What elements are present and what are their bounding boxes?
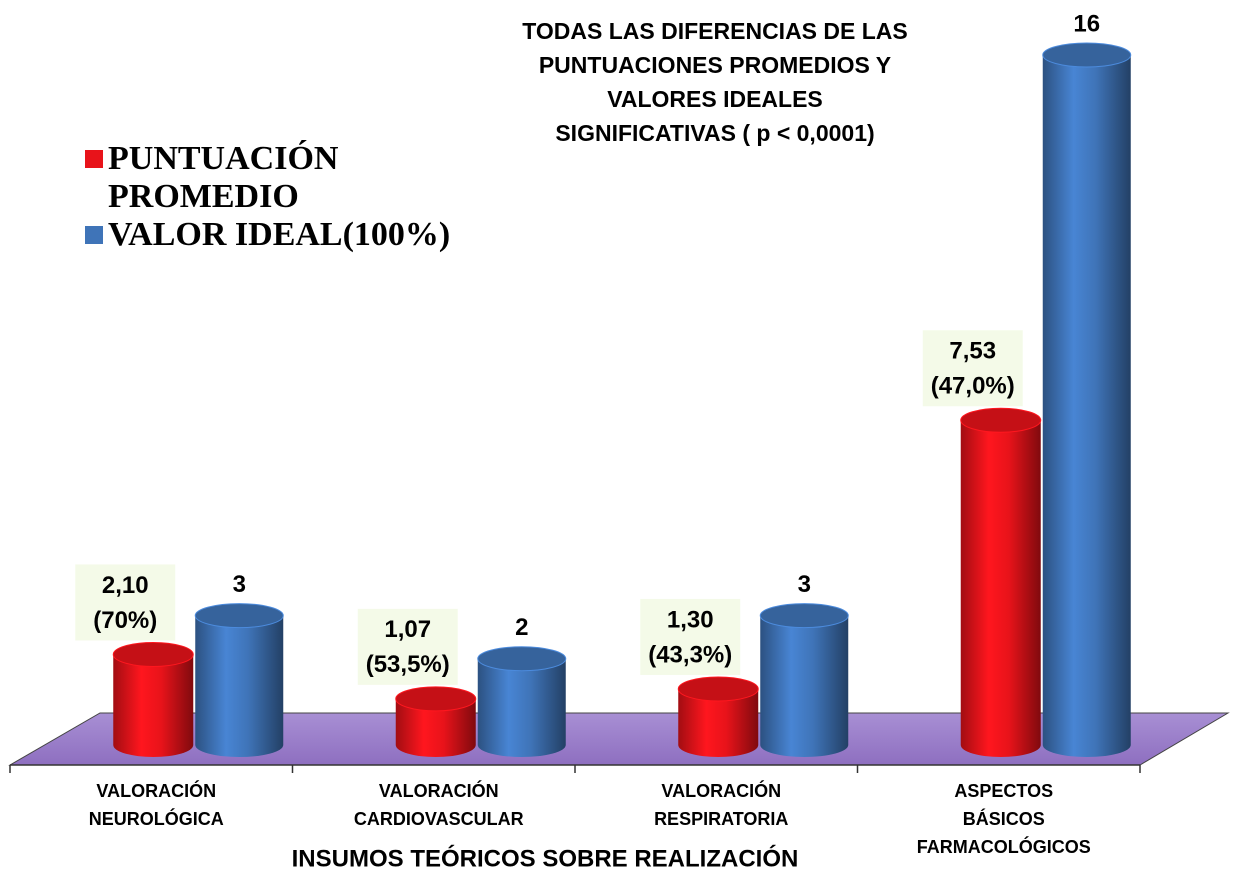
value-label: 1,30 xyxy=(667,606,714,633)
x-tick-label: VALORACIÓN xyxy=(379,780,499,801)
bar-top xyxy=(677,676,759,702)
legend-box: PUNTUACIÓN PROMEDIO VALOR IDEAL(100%) xyxy=(85,140,525,254)
chart-title: PUNTUACIONES PROMEDIOS Y xyxy=(539,52,891,78)
x-tick-label: NEUROLÓGICA xyxy=(89,808,224,829)
value-label: 7,53 xyxy=(949,338,996,365)
bar xyxy=(678,688,759,757)
bar-top xyxy=(112,641,194,667)
value-label: 1,07 xyxy=(384,616,431,643)
bar xyxy=(395,698,476,757)
legend-label: PUNTUACIÓN PROMEDIO xyxy=(108,140,339,215)
chart-title: TODAS LAS DIFERENCIAS DE LAS xyxy=(522,18,908,44)
chart-title: SIGNIFICATIVAS ( p < 0,0001) xyxy=(555,120,874,146)
legend-label: VALOR IDEAL(100%) xyxy=(108,216,451,253)
value-label-box xyxy=(922,330,1023,407)
value-label: 2 xyxy=(515,614,528,641)
x-tick-label: CARDIOVASCULAR xyxy=(354,809,524,829)
legend-item: VALOR IDEAL(100%) xyxy=(85,216,525,254)
bar xyxy=(195,615,284,757)
bar-top xyxy=(395,686,477,712)
percent-label: (70%) xyxy=(93,607,157,634)
value-label: 3 xyxy=(798,571,811,598)
x-tick-label: FARMACOLÓGICOS xyxy=(917,836,1091,857)
chart-title: VALORES IDEALES xyxy=(607,86,823,112)
bar xyxy=(960,420,1041,757)
x-axis-label: INSUMOS TEÓRICOS SOBRE REALIZACIÓN xyxy=(292,844,799,872)
bar xyxy=(477,658,566,757)
value-label: 16 xyxy=(1073,10,1100,37)
value-label-box xyxy=(75,564,176,641)
value-label-box xyxy=(640,598,741,675)
legend-swatch xyxy=(85,150,103,168)
bar xyxy=(760,615,849,757)
x-tick-label: ASPECTOS xyxy=(954,781,1053,801)
percent-label: (47,0%) xyxy=(931,373,1015,400)
bar-top xyxy=(1042,42,1132,68)
percent-label: (53,5%) xyxy=(366,651,450,678)
bar-top xyxy=(194,603,284,629)
x-tick-label: VALORACIÓN xyxy=(96,780,216,801)
bar xyxy=(113,654,194,757)
percent-label: (43,3%) xyxy=(648,641,732,668)
x-tick-label: RESPIRATORIA xyxy=(654,809,788,829)
value-label: 2,10 xyxy=(102,572,149,599)
bar xyxy=(1042,55,1131,757)
x-tick-label: VALORACIÓN xyxy=(661,780,781,801)
legend-swatch xyxy=(85,226,103,244)
value-label: 3 xyxy=(233,571,246,598)
value-label-box xyxy=(357,608,458,685)
bar-top xyxy=(477,646,567,672)
legend-item: PUNTUACIÓN PROMEDIO xyxy=(85,140,395,216)
x-tick-label: BÁSICOS xyxy=(963,808,1045,829)
bar-top xyxy=(759,603,849,629)
bar-top xyxy=(960,407,1042,433)
